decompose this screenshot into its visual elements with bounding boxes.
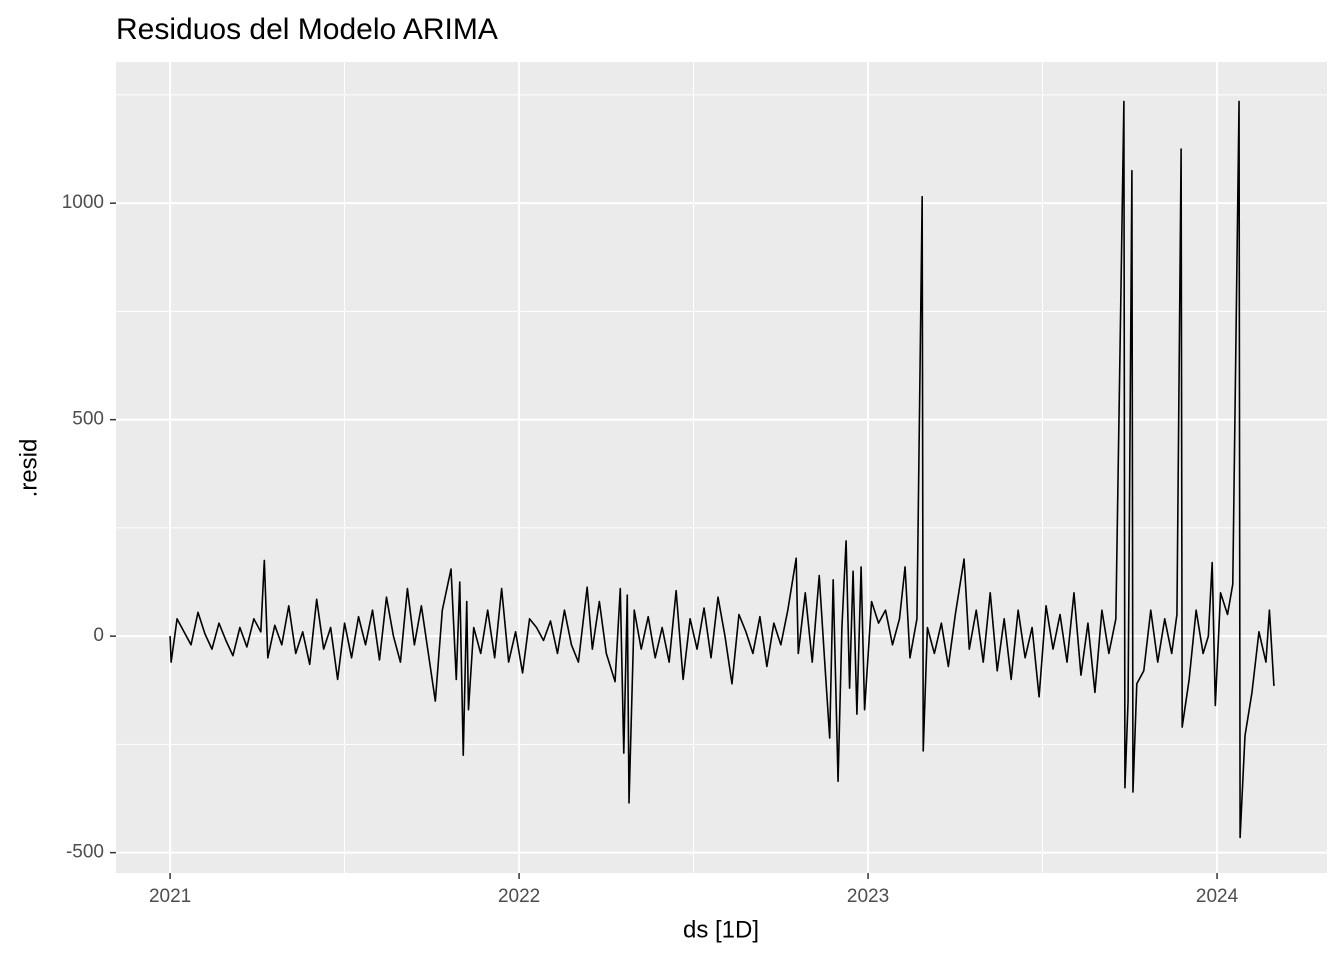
y-tick-label: 500 [72, 409, 104, 430]
x-tick-label: 2023 [847, 886, 889, 907]
panel [116, 62, 1327, 873]
y-tick-label: 0 [93, 625, 104, 646]
x-axis-label: ds [1D] [683, 916, 759, 943]
axes: -500 0 500 1000 2021 2022 2023 2024 [62, 192, 1239, 907]
y-tick-label: 1000 [62, 192, 104, 213]
x-tick-label: 2024 [1196, 886, 1239, 907]
x-tick-label: 2021 [149, 886, 191, 907]
chart-title: Residuos del Modelo ARIMA [116, 13, 498, 46]
x-tick-label: 2022 [498, 886, 540, 907]
y-axis-label: .resid [15, 439, 42, 498]
residual-line [169, 100, 1275, 839]
y-tick-label: -500 [66, 842, 104, 863]
